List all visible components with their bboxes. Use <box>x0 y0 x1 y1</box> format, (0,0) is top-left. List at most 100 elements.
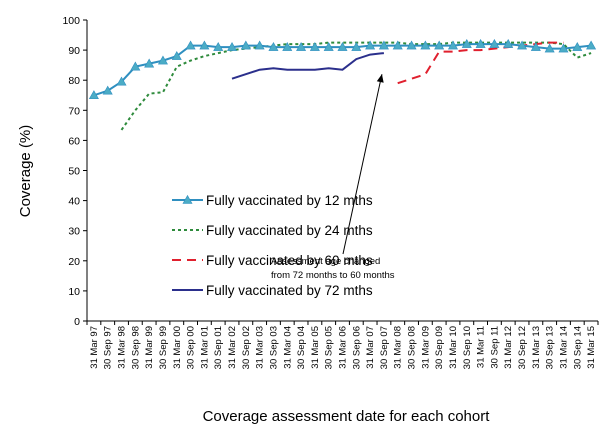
x-tick-label: 31 Mar 07 <box>365 326 376 369</box>
annotation-arrowhead <box>376 74 384 83</box>
series-line <box>120 41 592 131</box>
series-4 <box>231 52 385 80</box>
legend-label: Fully vaccinated by 12 mths <box>206 193 373 208</box>
annotation-text-line-1: Assessment age changed <box>271 256 380 267</box>
series-2 <box>120 41 592 131</box>
data-point-marker <box>365 40 376 50</box>
x-tick-label: 30 Sep 08 <box>407 326 418 369</box>
data-point-marker <box>240 40 251 50</box>
annotation-arrow <box>342 74 383 255</box>
x-tick-label: 31 Mar 09 <box>420 326 431 369</box>
data-point-marker <box>323 41 334 51</box>
x-tick-label: 31 Mar 11 <box>476 326 487 368</box>
data-point-marker <box>586 40 597 50</box>
data-point-marker <box>392 40 403 50</box>
x-tick-label: 31 Mar 00 <box>172 326 183 369</box>
x-tick-label: 30 Sep 02 <box>241 326 252 369</box>
data-point-marker <box>88 90 99 100</box>
legend-label: Fully vaccinated by 72 mths <box>206 283 373 298</box>
y-tick-label: 80 <box>68 75 80 87</box>
x-tick-label: 30 Sep 11 <box>489 326 500 369</box>
y-tick-label: 50 <box>68 166 80 178</box>
legend-item-2: Fully vaccinated by 24 mths <box>172 223 373 238</box>
data-point-marker <box>406 40 417 50</box>
x-tick-label: 30 Sep 97 <box>103 326 114 369</box>
data-point-marker <box>337 41 348 51</box>
data-point-marker <box>544 43 555 53</box>
x-tick-label: 30 Sep 99 <box>158 326 169 369</box>
y-axis-title: Coverage (%) <box>17 125 34 218</box>
data-point-marker <box>171 51 182 60</box>
x-tick-label: 31 Mar 12 <box>503 326 514 369</box>
x-tick-label: 31 Mar 98 <box>117 326 128 369</box>
legend-item-4: Fully vaccinated by 72 mths <box>172 283 373 298</box>
x-tick-label: 31 Mar 03 <box>255 326 266 369</box>
y-tick-label: 100 <box>62 15 80 27</box>
data-point-marker <box>572 41 583 51</box>
y-axis: 0 10 20 30 40 50 60 70 80 90 100 <box>62 15 88 328</box>
x-axis: 31 Mar 97 30 Sep 97 31 Mar 98 30 Sep 98 31 M… <box>86 320 599 369</box>
data-point-marker <box>157 55 168 65</box>
x-tick-label: 30 Sep 07 <box>379 326 390 369</box>
x-tick-label: 30 Sep 06 <box>351 326 362 369</box>
data-point-marker <box>116 76 127 86</box>
data-point-marker <box>199 40 210 50</box>
x-tick-label: 30 Sep 03 <box>268 326 279 369</box>
data-point-marker <box>378 40 389 50</box>
y-tick-label: 20 <box>68 256 80 268</box>
x-tick-label: 30 Sep 14 <box>572 326 583 369</box>
x-tick-label: 30 Sep 12 <box>517 326 528 369</box>
legend-item-1: Fully vaccinated by 12 mths <box>172 193 373 208</box>
legend-marker <box>182 194 193 204</box>
data-point-marker <box>530 41 541 51</box>
data-point-marker <box>489 38 500 48</box>
y-tick-label: 70 <box>68 105 80 117</box>
x-tick-label: 31 Mar 99 <box>144 326 155 369</box>
x-tick-label: 30 Sep 04 <box>296 326 307 369</box>
y-tick-label: 60 <box>68 135 80 147</box>
x-tick-label: 31 Mar 02 <box>227 326 238 369</box>
x-tick-label: 31 Mar 15 <box>586 326 597 369</box>
x-tick-label: 31 Mar 97 <box>89 326 100 369</box>
x-tick-label: 31 Mar 08 <box>393 326 404 369</box>
annotation: Assessment age changed from 72 months to… <box>271 74 395 281</box>
legend: Fully vaccinated by 12 mths Fully vaccina… <box>172 193 373 298</box>
data-point-marker <box>309 41 320 51</box>
data-point-marker <box>558 43 569 53</box>
x-tick-label: 30 Sep 00 <box>186 326 197 369</box>
data-point-marker <box>461 38 472 48</box>
data-point-marker <box>447 40 458 50</box>
x-axis-title: Coverage assessment date for each cohort <box>203 408 491 425</box>
y-tick-label: 30 <box>68 226 80 238</box>
series-layer <box>88 38 597 131</box>
legend-label: Fully vaccinated by 60 mths <box>206 253 373 268</box>
x-tick-label: 30 Sep 13 <box>545 326 556 369</box>
data-point-marker <box>351 41 362 51</box>
data-point-marker <box>213 41 224 51</box>
x-tick-label: 30 Sep 01 <box>213 326 224 369</box>
data-point-marker <box>517 40 528 50</box>
y-tick-label: 40 <box>68 196 80 208</box>
data-point-marker <box>282 41 293 51</box>
x-tick-label: 31 Mar 06 <box>338 326 349 369</box>
x-tick-label: 31 Mar 14 <box>558 326 569 369</box>
x-tick-label: 31 Mar 10 <box>448 326 459 369</box>
legend-label: Fully vaccinated by 24 mths <box>206 223 373 238</box>
y-tick-label: 90 <box>68 45 80 57</box>
x-tick-label: 30 Sep 98 <box>130 326 141 369</box>
data-point-marker <box>185 40 196 50</box>
data-point-marker <box>144 58 155 68</box>
series-line <box>231 52 385 80</box>
data-point-marker <box>475 38 486 48</box>
x-tick-label: 31 Mar 13 <box>531 326 542 369</box>
data-point-marker <box>130 61 141 71</box>
data-point-marker <box>503 38 514 48</box>
annotation-text-line-2: from 72 months to 60 months <box>271 270 395 281</box>
data-point-marker <box>420 40 431 50</box>
x-tick-label: 31 Mar 04 <box>282 326 293 369</box>
x-tick-label: 31 Mar 05 <box>310 326 321 369</box>
x-tick-label: 30 Sep 05 <box>324 326 335 369</box>
data-point-marker <box>254 40 265 50</box>
data-point-marker <box>434 40 445 50</box>
